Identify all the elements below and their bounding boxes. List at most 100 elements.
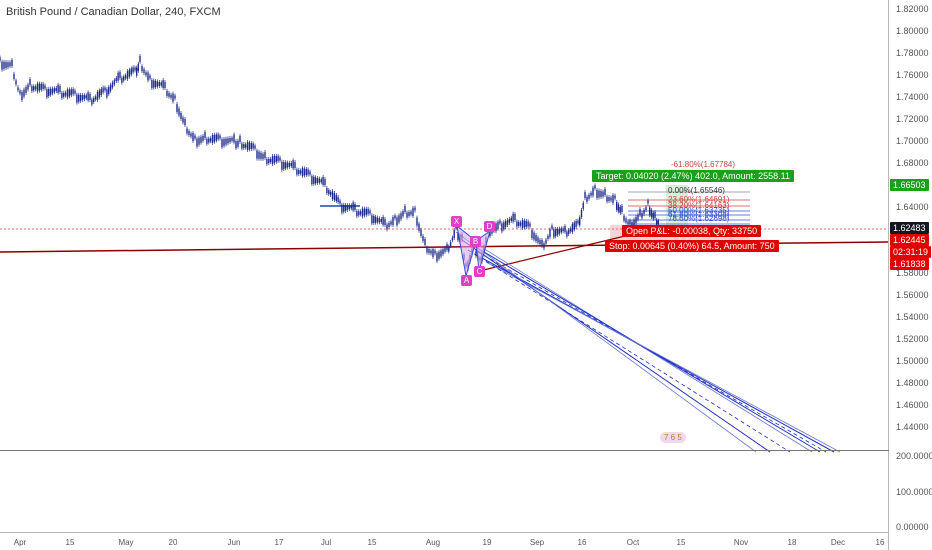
candle-body [235, 141, 237, 149]
stop-label[interactable]: Stop: 0.00645 (0.40%) 64.5, Amount: 750 [605, 240, 779, 252]
candle-body [442, 249, 444, 255]
candle-body [604, 189, 606, 195]
open-pl-label[interactable]: Open P&L: -0.00038, Qty: 33750 [622, 225, 762, 237]
candle-body [225, 138, 227, 145]
candle-body [204, 132, 206, 138]
candle-body [186, 128, 188, 134]
candle-body [119, 72, 121, 78]
pattern-point-label: C [474, 266, 485, 277]
candle-body [162, 80, 164, 88]
candle-body [221, 139, 223, 148]
candle-body [145, 72, 147, 76]
candle-body [316, 178, 319, 183]
candle-body [337, 197, 339, 202]
candle-body [428, 249, 430, 253]
candle-body [17, 87, 19, 91]
candle-body [81, 95, 84, 100]
candle-body [294, 162, 296, 168]
candle-body [404, 206, 406, 212]
candle-body [358, 211, 360, 216]
candle-body [555, 229, 557, 237]
candle-body [390, 221, 392, 225]
candle-body [13, 73, 15, 79]
candle-body [335, 195, 337, 201]
candle-body [346, 205, 349, 210]
candle-body [102, 87, 104, 93]
candle-body [535, 235, 537, 241]
candle-body [271, 156, 274, 164]
channel-line [481, 257, 835, 453]
price-axis-label: 1.80000 [896, 26, 929, 36]
candle-body [549, 229, 551, 238]
candle-body [641, 213, 643, 218]
candle-body [354, 204, 356, 210]
candle-body [5, 62, 7, 68]
candle-body [55, 88, 57, 91]
candle-body [408, 212, 410, 216]
candle-body [239, 136, 241, 142]
candle-body [194, 135, 196, 139]
candle-body [388, 223, 390, 227]
candle-body [582, 202, 584, 209]
pane-divider[interactable] [0, 450, 889, 451]
target-label[interactable]: Target: 0.04020 (2.47%) 402.0, Amount: 2… [592, 170, 794, 182]
candle-body [208, 138, 210, 143]
regression-channel[interactable] [455, 231, 841, 453]
price-axis-label: 1.68000 [896, 158, 929, 168]
candle-body [400, 213, 402, 220]
candle-body [3, 61, 5, 69]
candle-body [378, 218, 381, 223]
candle-body [266, 159, 268, 164]
candle-body [98, 90, 101, 98]
price-axis-label: 1.54000 [896, 312, 929, 322]
candle-body [374, 216, 377, 223]
candle-body [503, 222, 505, 230]
candle-body [516, 221, 518, 227]
candle-body [547, 235, 549, 239]
candle-body [237, 140, 239, 147]
candle-body [83, 95, 86, 100]
price-axis-label: 1.64000 [896, 202, 929, 212]
candle-body [568, 230, 570, 234]
candle-body [384, 219, 386, 225]
candle-body [268, 159, 270, 163]
candle-body [158, 82, 161, 86]
title-text: British Pound / Canadian Dollar, 240, FX… [6, 6, 221, 18]
candle-body [283, 162, 285, 169]
candle-body [296, 169, 298, 175]
candle-body [66, 89, 69, 98]
candle-body [252, 143, 254, 149]
candle-body [303, 168, 306, 176]
candle-body [279, 157, 281, 161]
candle-body [635, 217, 637, 223]
candle-body [44, 85, 46, 89]
candle-body [23, 89, 25, 97]
candle-body [339, 200, 341, 204]
date-axis-label: May [118, 538, 134, 547]
price-axis-label: 1.52000 [896, 334, 929, 344]
candle-body [457, 232, 459, 241]
candle-body [61, 92, 63, 98]
candle-body [543, 243, 545, 249]
candle-body [577, 220, 579, 224]
channel-line [467, 249, 791, 453]
candle-body [42, 83, 44, 89]
candle-body [153, 80, 155, 88]
candle-body [475, 251, 477, 257]
candle-body [373, 216, 375, 223]
candle-body [202, 135, 204, 141]
candle-body [172, 93, 174, 102]
fib-level-label: 0.00%(1.65546) [668, 186, 725, 195]
candle-body [521, 220, 524, 228]
candle-body [217, 134, 219, 140]
candle-body [600, 191, 602, 197]
candle-body [566, 231, 568, 237]
candle-body [233, 134, 235, 143]
candle-body [514, 214, 516, 220]
candle-body [529, 223, 531, 227]
candle-body [518, 222, 520, 226]
candle-body [196, 138, 198, 147]
pattern-point-label: X [451, 216, 462, 227]
date-axis-label: Jul [320, 538, 332, 547]
candle-body [328, 190, 330, 194]
